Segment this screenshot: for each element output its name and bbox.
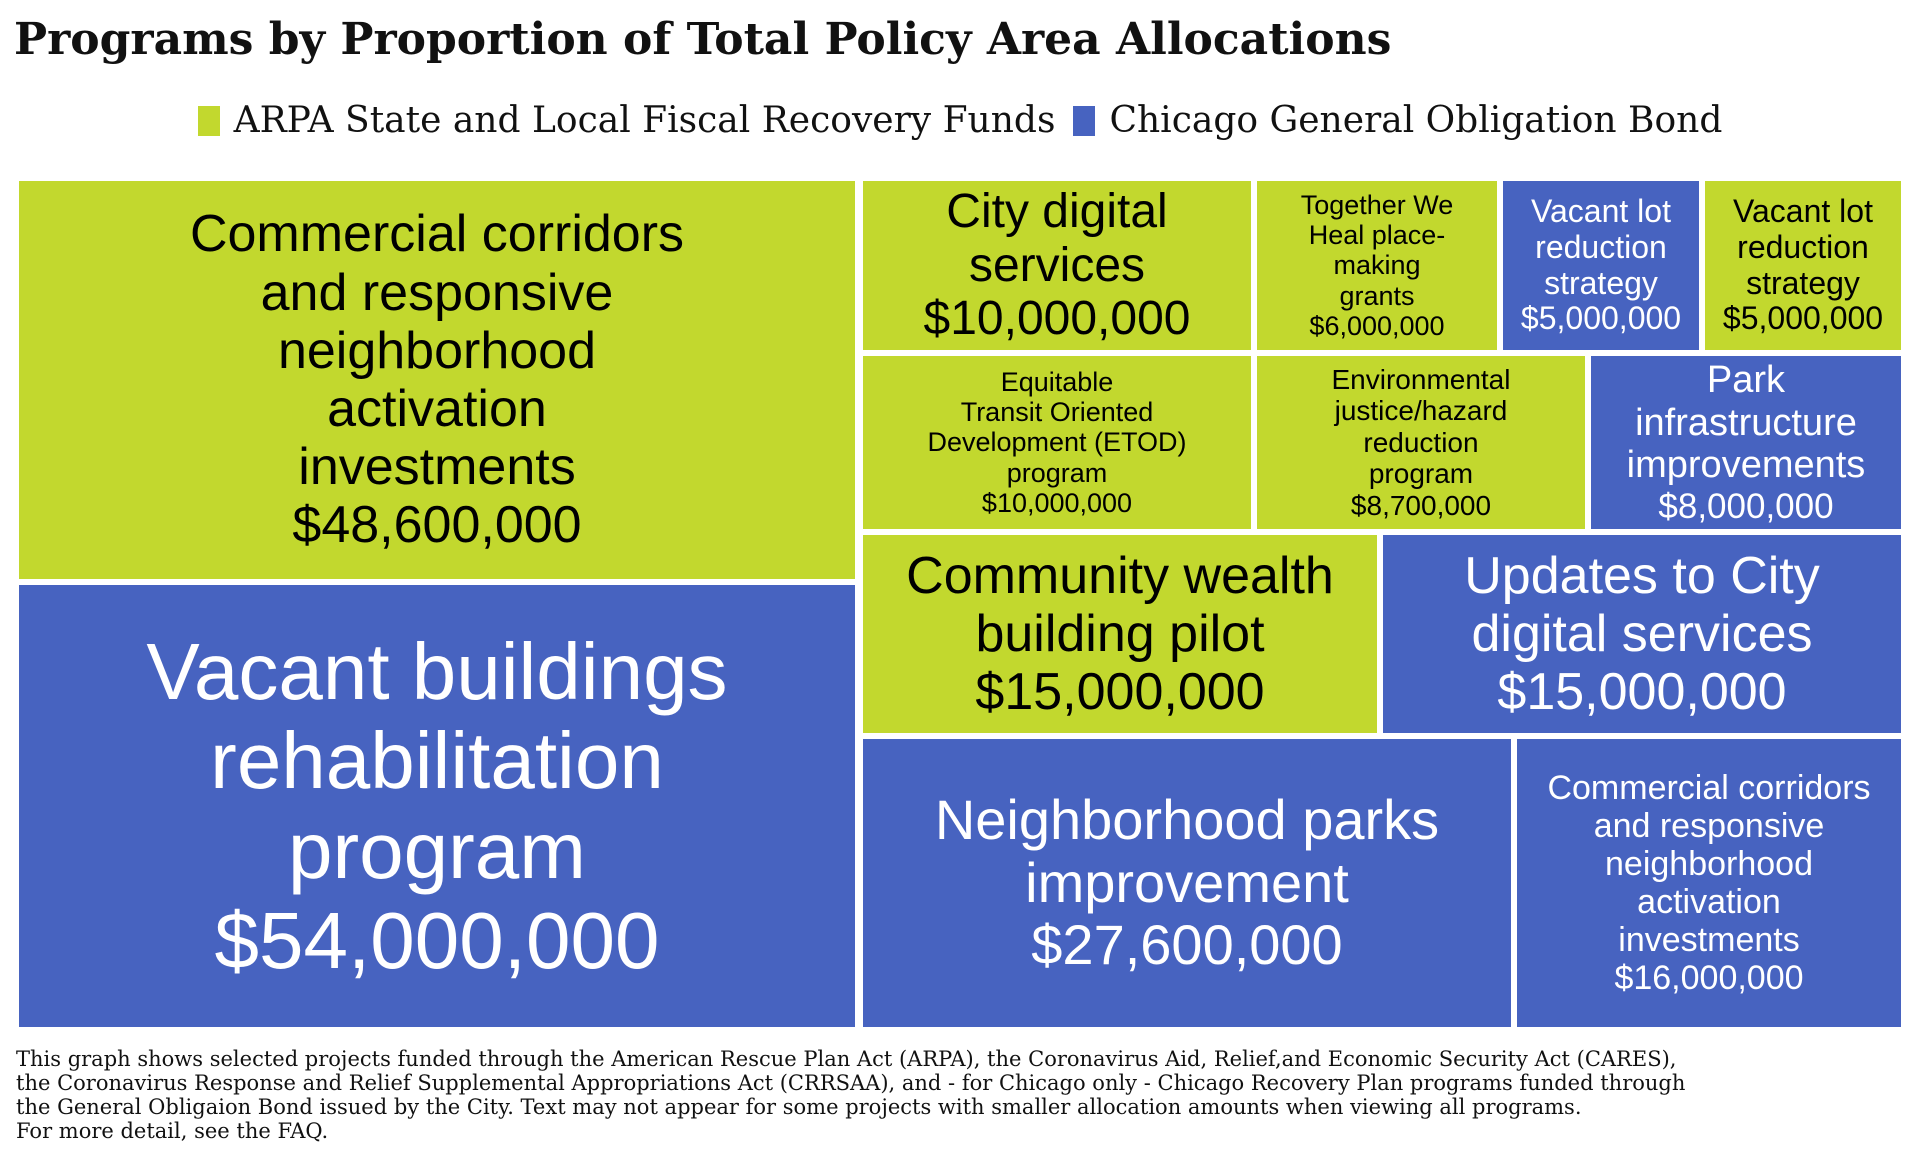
treemap-tile[interactable]: Park infrastructure improvements $8,000,000: [1588, 353, 1904, 532]
tile-amount: $10,000,000: [981, 487, 1133, 518]
legend-label-arpa: ARPA State and Local Fiscal Recovery Fun…: [233, 100, 1056, 141]
tile-amount: $15,000,000: [1497, 663, 1787, 722]
treemap-tile[interactable]: Commercial corridors and responsive neighb…: [1514, 736, 1904, 1030]
tile-label: Park infrastructure improvements: [1626, 359, 1866, 487]
treemap-tile[interactable]: Vacant lot reduction strategy $5,000,000: [1500, 178, 1702, 353]
footnote: This graph shows selected projects funde…: [16, 1047, 1896, 1144]
tile-amount: $48,600,000: [292, 496, 582, 555]
tile-label: Commercial corridors and responsive neighb…: [189, 205, 685, 497]
treemap-tile[interactable]: Community wealth building pilot $15,000,00…: [860, 532, 1380, 736]
tile-amount: $27,600,000: [1031, 913, 1343, 977]
tile-label: Updates to City digital services: [1464, 546, 1820, 663]
treemap-tile[interactable]: Vacant buildings rehabilitation program $54…: [16, 582, 858, 1030]
tile-amount: $5,000,000: [1722, 300, 1884, 337]
legend-label-bond: Chicago General Obligation Bond: [1109, 100, 1723, 141]
tile-label: Neighborhood parks improvement: [934, 787, 1440, 914]
tile-label: Vacant lot reduction strategy: [1531, 192, 1671, 301]
footnote-line: the General Obligaion Bond issued by the…: [16, 1095, 1582, 1120]
tile-amount: $6,000,000: [1309, 310, 1445, 341]
footnote-line: For more detail, see the FAQ.: [16, 1119, 329, 1144]
treemap-tile[interactable]: Equitable Transit Oriented Development (ET…: [860, 353, 1254, 532]
footnote-line: This graph shows selected projects funde…: [16, 1047, 1677, 1071]
tile-label: Environmental justice/hazard reduction prog…: [1331, 364, 1511, 490]
legend-swatch-arpa: [197, 105, 220, 136]
tile-label: Commercial corridors and responsive neighb…: [1547, 768, 1871, 960]
chart-title: Programs by Proportion of Total Policy A…: [14, 14, 1392, 65]
treemap-tile[interactable]: Environmental justice/hazard reduction prog…: [1254, 353, 1588, 532]
footnote-line: the Coronavirus Response and Relief Supp…: [16, 1071, 1686, 1096]
tile-label: Together We Heal place-making grants: [1300, 189, 1454, 311]
legend-swatch-bond: [1073, 105, 1096, 136]
tile-amount: $54,000,000: [214, 895, 660, 985]
tile-amount: $5,000,000: [1520, 300, 1682, 337]
tile-label: Community wealth building pilot: [906, 546, 1334, 663]
treemap-tile[interactable]: Neighborhood parks improvement $27,600,000: [860, 736, 1514, 1030]
treemap-tile[interactable]: Updates to City digital services $15,000,0…: [1380, 532, 1904, 736]
legend-item-arpa[interactable]: ARPA State and Local Fiscal Recovery Fun…: [197, 100, 1056, 141]
legend: ARPA State and Local Fiscal Recovery Fun…: [0, 100, 1920, 141]
tile-amount: $16,000,000: [1614, 959, 1804, 998]
tile-label: Vacant lot reduction strategy: [1733, 192, 1873, 301]
treemap-tile[interactable]: City digital services $10,000,000: [860, 178, 1254, 353]
tile-amount: $15,000,000: [975, 663, 1265, 722]
tile-amount: $8,700,000: [1350, 489, 1492, 521]
tile-label: City digital services: [946, 184, 1168, 292]
tile-amount: $8,000,000: [1658, 486, 1834, 526]
tile-label: Vacant buildings rehabilitation program: [146, 626, 728, 895]
tile-amount: $10,000,000: [923, 292, 1191, 346]
tile-label: Equitable Transit Oriented Development (ET…: [927, 366, 1187, 488]
treemap-tile[interactable]: Commercial corridors and responsive neighb…: [16, 178, 858, 582]
treemap-tile[interactable]: Vacant lot reduction strategy $5,000,000: [1702, 178, 1904, 353]
legend-item-bond[interactable]: Chicago General Obligation Bond: [1073, 100, 1722, 141]
treemap-tile[interactable]: Together We Heal place-making grants $6,000…: [1254, 178, 1500, 353]
